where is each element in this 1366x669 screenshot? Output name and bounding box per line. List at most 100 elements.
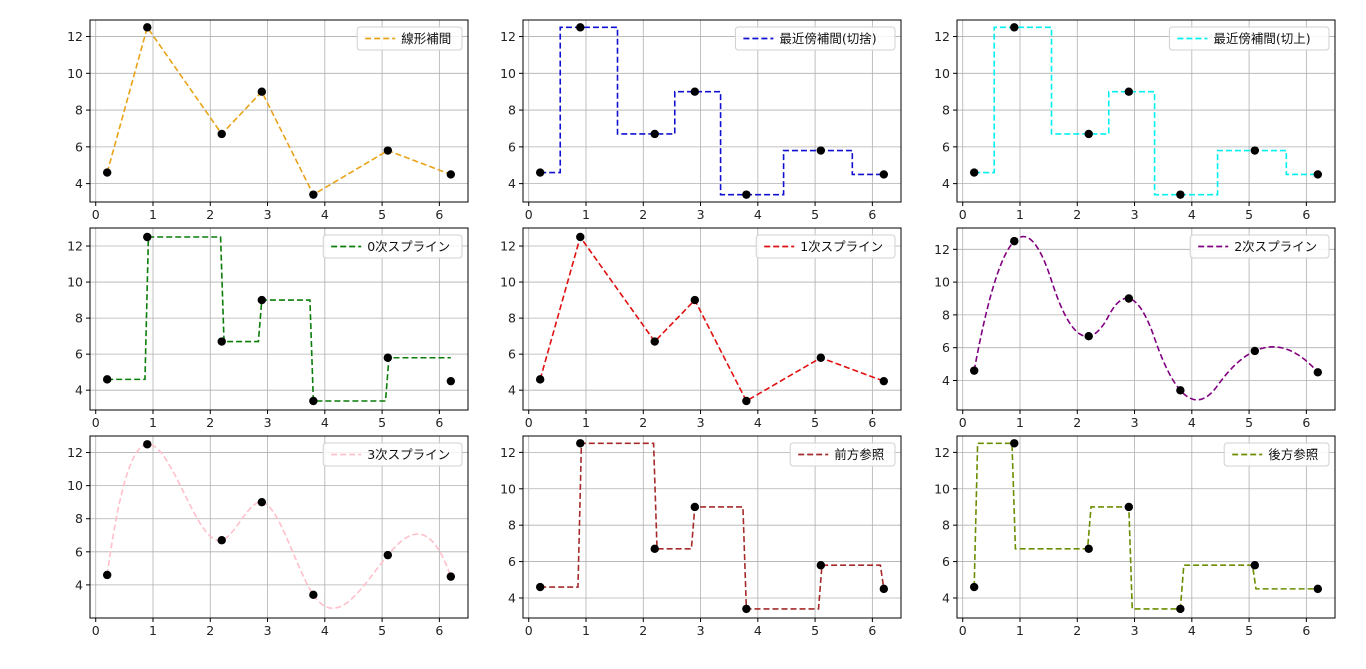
x-tick-label: 2	[206, 623, 214, 638]
data-point	[102, 168, 112, 177]
x-tick-label: 3	[697, 207, 705, 222]
axes-frame	[89, 19, 469, 203]
x-tick-label: 3	[1131, 415, 1139, 430]
y-tick-label: 12	[934, 29, 950, 44]
data-point	[969, 582, 979, 592]
series-line	[106, 443, 452, 610]
data-point	[816, 146, 826, 155]
data-point	[257, 497, 267, 507]
x-tick-label: 6	[435, 415, 443, 430]
x-tick-label: 4	[1188, 415, 1196, 430]
y-tick-label: 10	[934, 66, 950, 81]
data-point	[1176, 190, 1185, 199]
legend-label: 後方参照	[1268, 447, 1318, 462]
y-tick-label: 8	[75, 103, 83, 118]
data-point	[535, 375, 545, 384]
data-point	[217, 337, 226, 346]
data-point	[1124, 87, 1134, 96]
series-line	[540, 442, 885, 610]
y-tick-label: 10	[934, 275, 950, 290]
legend-box	[1168, 26, 1330, 51]
data-point	[446, 170, 456, 179]
data-point	[816, 353, 826, 362]
x-tick-label: 6	[868, 415, 876, 430]
data-point	[309, 590, 318, 600]
data-point	[1250, 561, 1260, 570]
data-point	[816, 561, 826, 570]
legend-label: 3次スプライン	[367, 447, 450, 462]
x-tick-label: 1	[149, 415, 157, 430]
y-tick-label: 8	[75, 511, 83, 526]
x-tick-label: 0	[92, 623, 100, 638]
x-tick-label: 2	[1073, 623, 1081, 638]
y-tick-label: 6	[942, 554, 950, 569]
axes-frame	[89, 435, 469, 619]
data-point	[217, 536, 226, 545]
data-point	[650, 129, 659, 139]
x-tick-label: 1	[582, 415, 590, 430]
data-point	[1313, 368, 1323, 377]
y-tick-label: 10	[67, 478, 83, 493]
x-tick-label: 4	[754, 623, 762, 638]
x-tick-label: 2	[1073, 207, 1081, 222]
y-tick-label: 10	[67, 275, 83, 290]
legend-box	[755, 234, 896, 259]
y-tick-label: 4	[942, 373, 950, 388]
x-tick-label: 3	[264, 207, 272, 222]
series-line	[974, 26, 1318, 196]
series-line	[106, 25, 452, 196]
data-point	[1084, 129, 1093, 139]
x-tick-label: 4	[1188, 207, 1196, 222]
data-point	[742, 190, 751, 199]
y-tick-label: 6	[508, 554, 516, 569]
legend-label: 2次スプライン	[1234, 239, 1317, 254]
x-tick-label: 5	[1245, 623, 1253, 638]
x-tick-label: 0	[525, 623, 533, 638]
x-tick-label: 3	[264, 623, 272, 638]
x-tick-label: 0	[525, 207, 533, 222]
x-tick-label: 5	[811, 623, 819, 638]
y-tick-label: 8	[508, 311, 516, 326]
data-point	[102, 375, 112, 384]
x-tick-label: 1	[1016, 415, 1024, 430]
x-tick-label: 3	[264, 415, 272, 430]
x-tick-label: 0	[525, 415, 533, 430]
data-point	[309, 396, 318, 406]
data-point	[383, 550, 393, 560]
y-tick-label: 4	[508, 383, 516, 398]
y-tick-label: 8	[508, 103, 516, 118]
x-tick-label: 5	[811, 415, 819, 430]
legend-box	[322, 234, 463, 259]
data-point	[1176, 386, 1185, 395]
data-point	[1010, 236, 1019, 246]
legend-label: 0次スプライン	[367, 239, 450, 254]
axes-frame	[522, 227, 902, 411]
x-tick-label: 5	[1245, 207, 1253, 222]
x-tick-label: 6	[435, 623, 443, 638]
x-tick-label: 4	[321, 623, 329, 638]
data-point	[1124, 502, 1134, 512]
x-tick-label: 0	[959, 415, 967, 430]
y-tick-label: 10	[67, 66, 83, 81]
y-tick-label: 6	[508, 347, 516, 362]
x-tick-label: 3	[697, 415, 705, 430]
series-line	[540, 26, 884, 196]
x-tick-label: 0	[959, 207, 967, 222]
legend-box	[356, 26, 463, 51]
data-point	[576, 232, 585, 242]
y-tick-label: 12	[500, 29, 516, 44]
legend-box	[1223, 442, 1330, 467]
x-tick-label: 2	[639, 207, 647, 222]
data-point	[143, 440, 152, 449]
x-tick-label: 4	[321, 207, 329, 222]
x-tick-label: 4	[1188, 623, 1196, 638]
data-point	[690, 295, 700, 305]
x-tick-label: 1	[1016, 207, 1024, 222]
data-point	[143, 232, 152, 242]
x-tick-label: 4	[754, 207, 762, 222]
data-point	[446, 572, 456, 581]
series-line	[973, 235, 1319, 401]
